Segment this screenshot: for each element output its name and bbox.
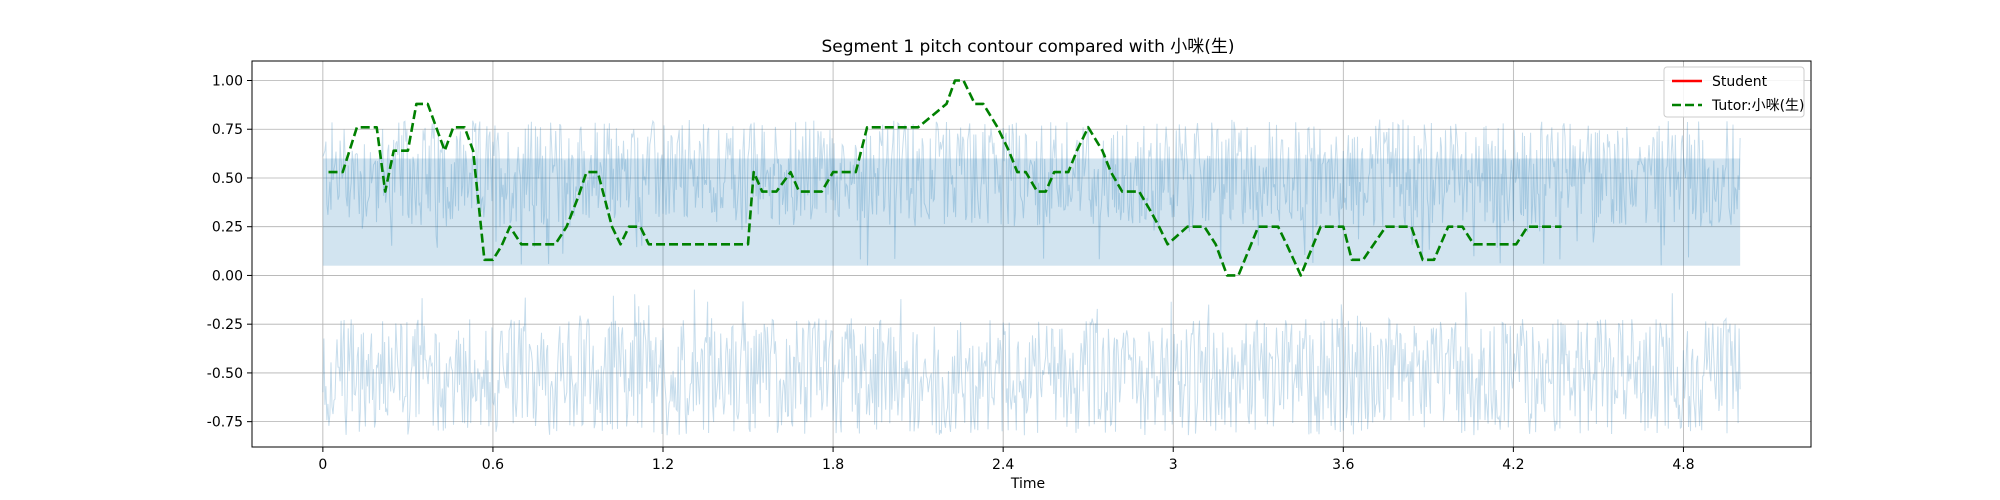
y-tick-label: 1.00	[212, 73, 243, 89]
x-tick-label: 3.6	[1332, 457, 1354, 473]
x-tick-label: 1.8	[822, 457, 844, 473]
y-tick-label: -0.25	[207, 317, 243, 333]
series-layer	[328, 79, 1562, 277]
x-tick-label: 4.2	[1502, 457, 1524, 473]
grid-layer	[252, 61, 1811, 447]
waveform-core-band	[322, 158, 1741, 266]
x-tick-label: 3	[1169, 457, 1178, 473]
ticks-layer: 0 0.6 1.2 1.8 2.4 3 3.6 4.2 4.8 1.00 0.75 0.50 0.25 0…	[207, 73, 1695, 473]
y-tick-label: 0.75	[212, 122, 243, 138]
x-tick-label: 2.4	[992, 457, 1014, 473]
waveform-layer	[322, 119, 1741, 436]
waveform-upper-trace	[322, 119, 1741, 266]
legend-label-0: Student	[1712, 74, 1768, 90]
legend: Student Tutor:小咪(生)	[1663, 66, 1805, 118]
waveform-lower-trace	[322, 289, 1741, 436]
legend-label-1: Tutor:小咪(生)	[1711, 98, 1805, 114]
x-tick-label: 1.2	[652, 457, 674, 473]
x-axis-label: Time	[1010, 476, 1045, 492]
x-tick-label: 0.6	[482, 457, 504, 473]
y-tick-label: 0.50	[212, 171, 243, 187]
y-tick-label: -0.50	[207, 366, 243, 382]
y-tick-label: 0.25	[212, 220, 243, 236]
series-line-1	[328, 79, 1562, 277]
y-tick-label: -0.75	[207, 415, 243, 431]
x-tick-label: 4.8	[1672, 457, 1694, 473]
plot-frame	[251, 60, 1812, 448]
y-tick-label: 0.00	[212, 268, 243, 284]
chart-title: Segment 1 pitch contour compared with 小咪…	[821, 37, 1234, 57]
x-tick-label: 0	[318, 457, 327, 473]
